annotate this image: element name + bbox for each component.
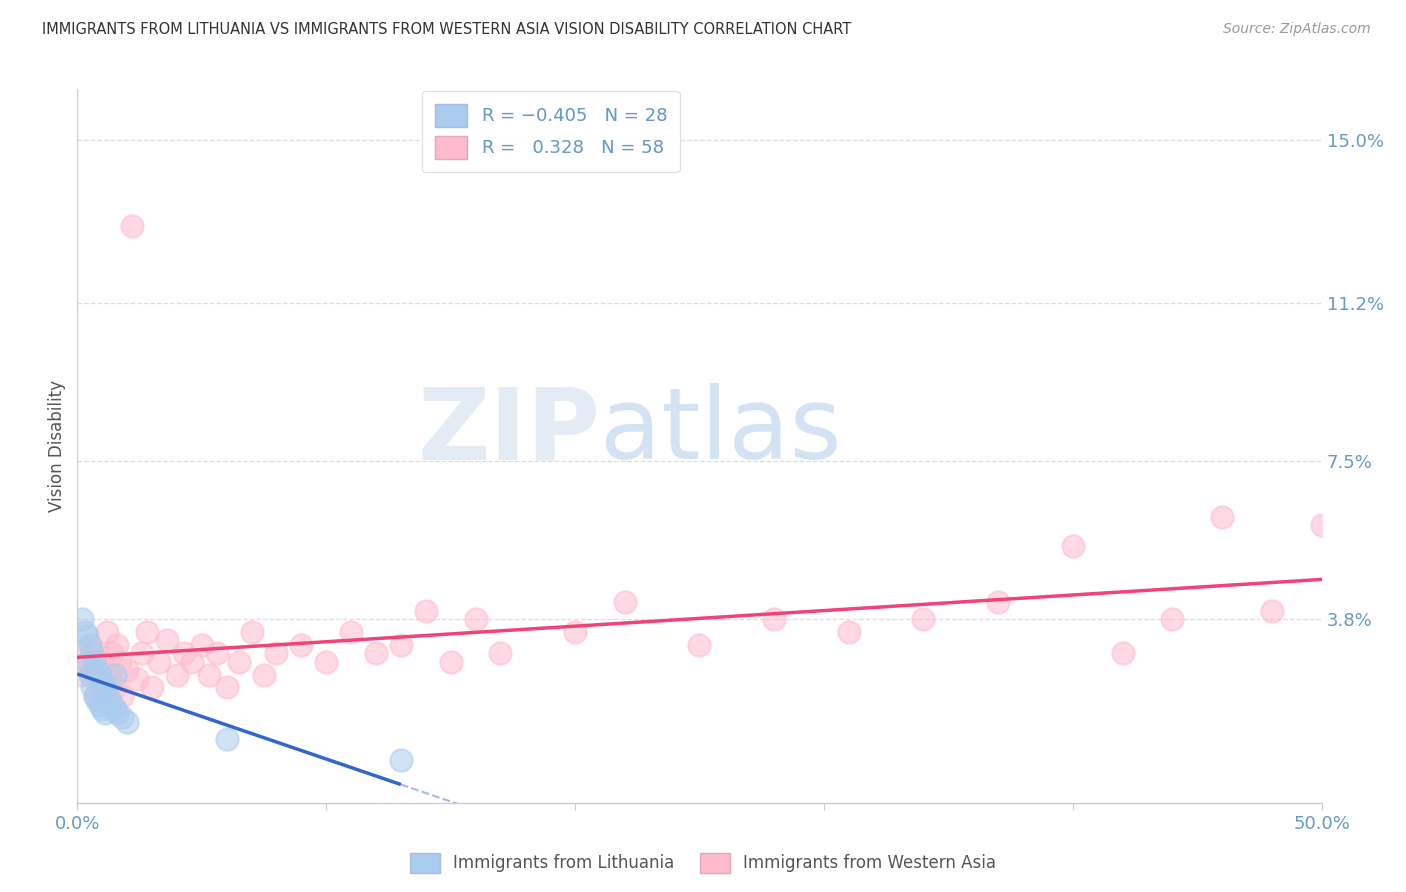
Point — [689, 638, 711, 652]
Point — [121, 219, 143, 233]
Point — [93, 681, 115, 695]
Point — [105, 638, 128, 652]
Text: ZIP: ZIP — [418, 384, 600, 480]
Point — [91, 676, 114, 690]
Point — [86, 663, 108, 677]
Point — [148, 655, 170, 669]
Point — [115, 714, 138, 729]
Point — [389, 638, 412, 652]
Point — [96, 624, 118, 639]
Point — [96, 689, 118, 703]
Point — [389, 753, 412, 767]
Point — [198, 667, 221, 681]
Point — [987, 595, 1010, 609]
Point — [73, 646, 96, 660]
Point — [89, 667, 111, 681]
Point — [82, 681, 104, 695]
Point — [98, 667, 121, 681]
Point — [105, 706, 128, 720]
Point — [101, 646, 124, 660]
Point — [1211, 509, 1233, 524]
Point — [173, 646, 195, 660]
Point — [91, 702, 114, 716]
Point — [104, 681, 127, 695]
Point — [415, 603, 437, 617]
Point — [141, 681, 163, 695]
Point — [1062, 540, 1084, 554]
Point — [1261, 603, 1284, 617]
Point — [205, 646, 228, 660]
Point — [838, 624, 860, 639]
Point — [464, 612, 486, 626]
Point — [72, 612, 94, 626]
Point — [440, 655, 463, 669]
Point — [86, 693, 108, 707]
Text: Source: ZipAtlas.com: Source: ZipAtlas.com — [1223, 22, 1371, 37]
Point — [76, 655, 98, 669]
Text: IMMIGRANTS FROM LITHUANIA VS IMMIGRANTS FROM WESTERN ASIA VISION DISABILITY CORR: IMMIGRANTS FROM LITHUANIA VS IMMIGRANTS … — [42, 22, 852, 37]
Point — [82, 663, 104, 677]
Point — [79, 667, 101, 681]
Point — [290, 638, 312, 652]
Point — [104, 702, 127, 716]
Point — [340, 624, 363, 639]
Point — [1310, 518, 1333, 533]
Point — [108, 655, 131, 669]
Point — [115, 663, 138, 677]
Point — [191, 638, 214, 652]
Point — [166, 667, 188, 681]
Point — [253, 667, 276, 681]
Point — [240, 624, 263, 639]
Point — [266, 646, 288, 660]
Point — [76, 655, 98, 669]
Point — [91, 655, 114, 669]
Point — [73, 624, 96, 639]
Point — [76, 629, 98, 643]
Point — [111, 689, 134, 703]
Point — [215, 731, 238, 746]
Point — [215, 681, 238, 695]
Point — [315, 655, 337, 669]
Point — [912, 612, 935, 626]
Point — [489, 646, 512, 660]
Point — [131, 646, 153, 660]
Point — [79, 638, 101, 652]
Point — [93, 706, 115, 720]
Point — [564, 624, 586, 639]
Point — [86, 646, 108, 660]
Point — [104, 667, 127, 681]
Y-axis label: Vision Disability: Vision Disability — [48, 380, 66, 512]
Point — [89, 698, 111, 712]
Point — [83, 655, 105, 669]
Text: atlas: atlas — [600, 384, 842, 480]
Point — [111, 710, 134, 724]
Point — [79, 638, 101, 652]
Point — [83, 689, 105, 703]
Point — [83, 689, 105, 703]
Point — [156, 633, 179, 648]
Point — [763, 612, 786, 626]
Point — [1111, 646, 1133, 660]
Point — [89, 681, 111, 695]
Point — [125, 672, 148, 686]
Point — [93, 672, 115, 686]
Point — [613, 595, 636, 609]
Point — [364, 646, 387, 660]
Point — [82, 646, 104, 660]
Legend: Immigrants from Lithuania, Immigrants from Western Asia: Immigrants from Lithuania, Immigrants fr… — [404, 847, 1002, 880]
Point — [1161, 612, 1184, 626]
Point — [180, 655, 202, 669]
Point — [101, 698, 124, 712]
Point — [228, 655, 250, 669]
Point — [72, 667, 94, 681]
Legend: R = −0.405   N = 28, R =   0.328   N = 58: R = −0.405 N = 28, R = 0.328 N = 58 — [422, 91, 681, 172]
Point — [136, 624, 159, 639]
Point — [98, 693, 121, 707]
